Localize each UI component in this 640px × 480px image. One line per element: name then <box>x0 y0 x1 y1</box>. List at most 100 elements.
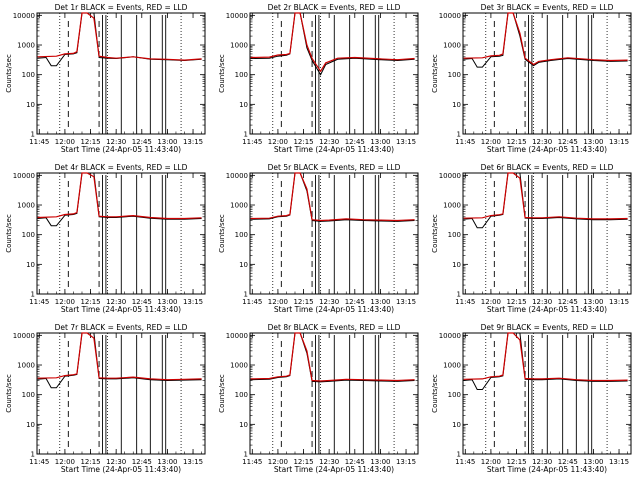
y-tick-label: 10000 <box>226 12 248 20</box>
events-series-line <box>250 332 415 383</box>
x-tick-label: 11:45 <box>455 138 475 146</box>
y-tick-label: 1000 <box>17 202 35 210</box>
y-tick-label: 10 <box>239 261 248 269</box>
y-axis-label: Counts/sec <box>431 54 439 93</box>
x-axis-label: Start Time (24-Apr-05 11:43:40) <box>61 465 181 474</box>
chart-title: Det 5r BLACK = Events, RED = LLD <box>268 163 401 172</box>
chart-title: Det 8r BLACK = Events, RED = LLD <box>268 323 401 332</box>
x-tick-label: 12:15 <box>80 298 100 306</box>
events-series-line <box>250 12 415 76</box>
y-axis-label: Counts/sec <box>431 374 439 413</box>
y-tick-label: 10000 <box>439 172 461 180</box>
chart-title: Det 6r BLACK = Events, RED = LLD <box>481 163 614 172</box>
x-tick-label: 12:00 <box>55 458 75 466</box>
y-tick-label: 100 <box>448 71 461 79</box>
x-axis-label: Start Time (24-Apr-05 11:43:40) <box>274 145 394 154</box>
plot-frame <box>249 12 419 135</box>
lld-series-line <box>463 12 628 66</box>
plot-frame <box>249 172 419 295</box>
y-tick-label: 1 <box>31 131 35 139</box>
y-tick-label: 100 <box>448 231 461 239</box>
x-tick-label: 13:00 <box>370 298 390 306</box>
x-axis-label: Start Time (24-Apr-05 11:43:40) <box>487 305 607 314</box>
y-axis-label: Counts/sec <box>5 374 13 413</box>
chart-title: Det 2r BLACK = Events, RED = LLD <box>268 3 401 12</box>
y-tick-label: 10 <box>452 261 461 269</box>
y-axis-label: Counts/sec <box>431 214 439 253</box>
y-tick-label: 1000 <box>17 42 35 50</box>
y-tick-label: 100 <box>22 391 35 399</box>
lld-series-line <box>463 172 628 220</box>
chart-panel: 1 10 100 1000 10000 11:45 12:00 12:15 12:30 12:45… <box>5 163 206 314</box>
x-axis-label: Start Time (24-Apr-05 11:43:40) <box>61 145 181 154</box>
y-tick-label: 10000 <box>439 12 461 20</box>
x-tick-label: 11:45 <box>455 298 475 306</box>
x-tick-label: 13:00 <box>157 138 177 146</box>
x-tick-label: 12:00 <box>268 138 288 146</box>
y-tick-label: 10000 <box>226 172 248 180</box>
x-tick-label: 12:45 <box>558 298 578 306</box>
lld-series-line <box>37 332 202 381</box>
y-tick-label: 1000 <box>230 42 248 50</box>
x-tick-label: 12:15 <box>293 138 313 146</box>
y-axis-label: Counts/sec <box>218 214 226 253</box>
x-tick-label: 12:45 <box>345 298 365 306</box>
y-tick-label: 10 <box>26 101 35 109</box>
x-tick-label: 12:15 <box>506 138 526 146</box>
x-tick-label: 12:00 <box>55 138 75 146</box>
x-tick-label: 11:45 <box>242 298 262 306</box>
x-tick-label: 12:45 <box>558 458 578 466</box>
y-tick-label: 1 <box>31 291 35 299</box>
events-series-line <box>463 12 628 68</box>
x-tick-label: 12:00 <box>268 458 288 466</box>
y-tick-label: 100 <box>22 71 35 79</box>
x-tick-label: 13:15 <box>183 298 203 306</box>
chart-panel: 1 10 100 1000 10000 11:45 12:00 12:15 12:30 12:45… <box>5 3 206 154</box>
y-tick-label: 1000 <box>443 202 461 210</box>
y-axis-label: Counts/sec <box>5 214 13 253</box>
events-series-line <box>37 172 202 227</box>
chart-panel: 1 10 100 1000 10000 11:45 12:00 12:15 12:30 12:45… <box>218 3 419 154</box>
x-tick-label: 12:30 <box>319 298 339 306</box>
x-axis-label: Start Time (24-Apr-05 11:43:40) <box>487 465 607 474</box>
y-axis-label: Counts/sec <box>218 374 226 413</box>
lld-series-line <box>37 12 202 61</box>
plot-frame <box>36 332 206 455</box>
lld-series-line <box>463 332 628 382</box>
x-tick-label: 12:30 <box>532 298 552 306</box>
y-axis-label: Counts/sec <box>5 54 13 93</box>
y-tick-label: 10 <box>239 421 248 429</box>
lld-series-line <box>250 172 415 222</box>
chart-title: Det 3r BLACK = Events, RED = LLD <box>481 3 614 12</box>
x-tick-label: 13:15 <box>396 138 416 146</box>
chart-panel: 1 10 100 1000 10000 11:45 12:00 12:15 12:30 12:45… <box>218 323 419 474</box>
x-tick-label: 12:30 <box>106 138 126 146</box>
plot-frame <box>462 332 632 455</box>
x-tick-label: 12:45 <box>558 138 578 146</box>
y-tick-label: 100 <box>22 231 35 239</box>
x-tick-label: 12:15 <box>293 298 313 306</box>
chart-title: Det 1r BLACK = Events, RED = LLD <box>55 3 188 12</box>
x-tick-label: 13:15 <box>609 458 629 466</box>
x-tick-label: 13:00 <box>370 138 390 146</box>
y-tick-label: 1000 <box>230 362 248 370</box>
x-tick-label: 11:45 <box>242 458 262 466</box>
y-tick-label: 10000 <box>13 12 35 20</box>
events-series-line <box>463 332 628 390</box>
x-tick-label: 12:30 <box>319 138 339 146</box>
events-series-line <box>250 172 415 222</box>
chart-title: Det 9r BLACK = Events, RED = LLD <box>481 323 614 332</box>
chart-title: Det 7r BLACK = Events, RED = LLD <box>55 323 188 332</box>
chart-panel: 1 10 100 1000 10000 11:45 12:00 12:15 12:30 12:45… <box>218 163 419 314</box>
lld-series-line <box>250 332 415 382</box>
x-tick-label: 12:15 <box>80 138 100 146</box>
y-tick-label: 1 <box>31 451 35 459</box>
x-tick-label: 12:15 <box>80 458 100 466</box>
chart-panel: 1 10 100 1000 10000 11:45 12:00 12:15 12:30 12:45… <box>431 3 632 154</box>
chart-title: Det 4r BLACK = Events, RED = LLD <box>55 163 188 172</box>
y-tick-label: 100 <box>235 71 248 79</box>
x-tick-label: 11:45 <box>29 138 49 146</box>
y-tick-label: 1 <box>244 291 248 299</box>
plot-frame <box>36 12 206 135</box>
